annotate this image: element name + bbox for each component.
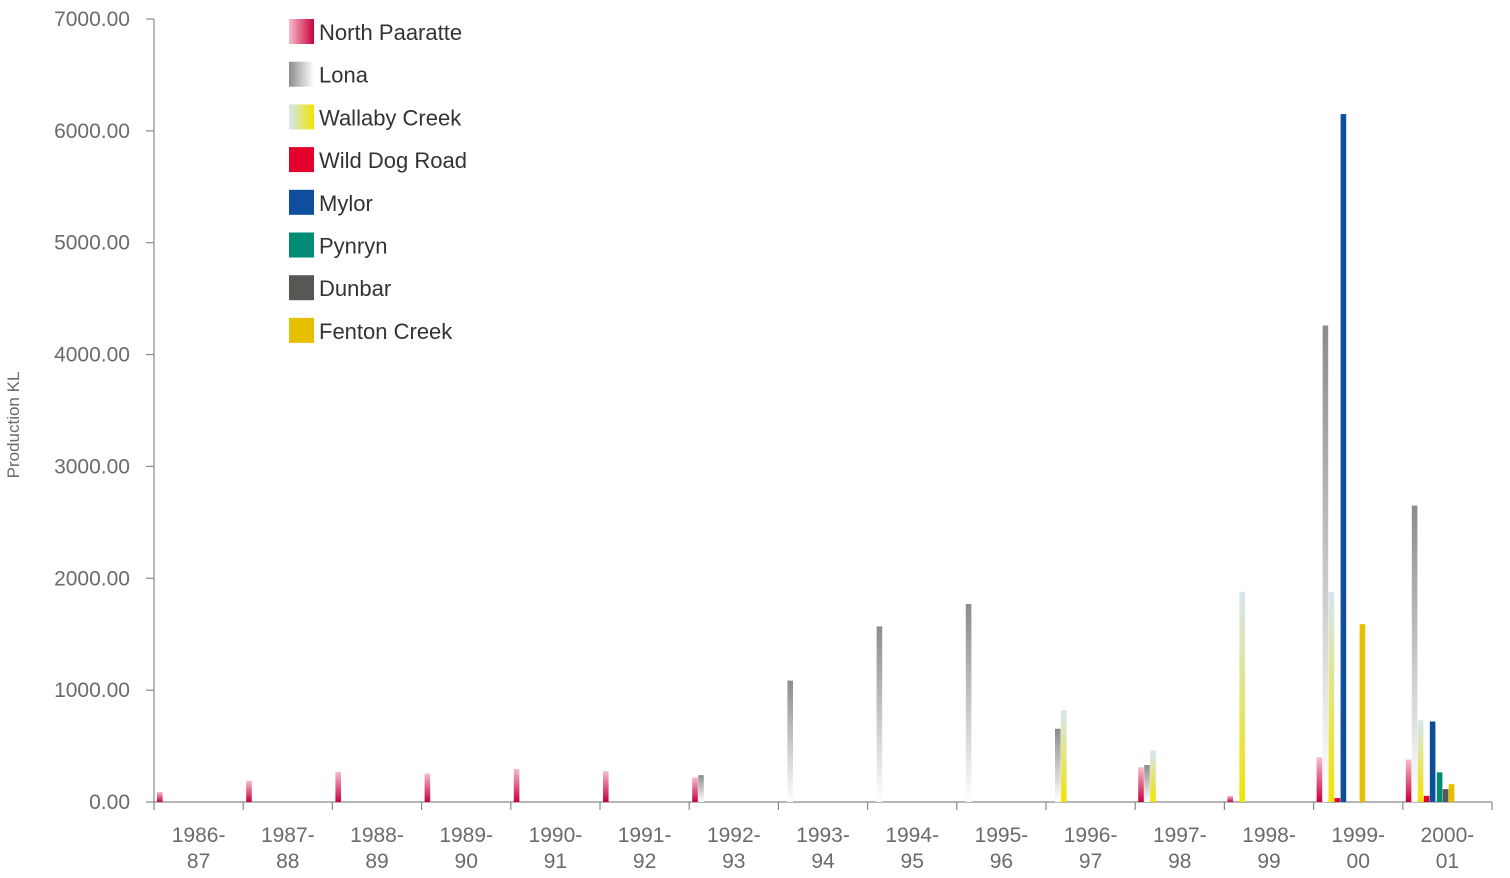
bar-fenton-creek xyxy=(1359,624,1366,802)
legend-swatch xyxy=(289,104,314,130)
y-axis: 0.00 1000.00 2000.00 3000.00 4000.00 5000.00 6… xyxy=(54,8,155,814)
bar-north-paaratte xyxy=(603,771,609,802)
legend-label: Dunbar xyxy=(319,276,391,301)
legend-swatch xyxy=(289,232,314,258)
bar-north-paaratte xyxy=(335,771,341,802)
y-tick-label: 2000.00 xyxy=(54,567,130,590)
x-tick-label: 1999-00 xyxy=(1331,824,1385,873)
y-tick-label: 0.00 xyxy=(89,791,130,814)
bar-dunbar xyxy=(1442,789,1449,802)
x-tick-label: 1988-89 xyxy=(350,824,404,873)
bar-wallaby-creek xyxy=(1061,710,1067,802)
x-tick-label: 2000-01 xyxy=(1421,824,1475,873)
y-tick-label: 3000.00 xyxy=(54,455,130,478)
bar-wallaby-creek xyxy=(1328,591,1335,802)
bars xyxy=(157,114,1455,802)
x-tick-label: 1998-99 xyxy=(1242,824,1296,873)
bar-north-paaratte xyxy=(157,791,163,802)
y-tick-label: 4000.00 xyxy=(54,344,130,367)
bar-north-paaratte xyxy=(692,777,698,802)
bar-north-paaratte xyxy=(1316,757,1323,802)
bar-lona xyxy=(1055,728,1061,802)
bar-north-paaratte xyxy=(1405,759,1412,802)
y-tick-label: 5000.00 xyxy=(54,232,130,255)
legend: North Paaratte Lona Wallaby Creek Wild Dog … xyxy=(289,19,467,344)
bar-wallaby-creek xyxy=(1150,750,1156,802)
legend-label: North Paaratte xyxy=(319,20,462,45)
bar-lona xyxy=(1144,765,1150,802)
bar-north-paaratte xyxy=(513,769,520,802)
x-tick-label: 1987-88 xyxy=(261,824,315,873)
bar-north-paaratte xyxy=(424,773,431,802)
legend-swatch xyxy=(289,61,314,87)
legend-label: Fenton Creek xyxy=(319,319,453,344)
x-tick-label: 1993-94 xyxy=(796,824,850,873)
y-tick-label: 7000.00 xyxy=(54,8,130,31)
legend-label: Wallaby Creek xyxy=(319,105,462,130)
x-axis: 1986-87 1987-88 1988-89 1989-90 1990-91 1991-… xyxy=(153,801,1493,873)
bar-pynryn xyxy=(1436,772,1443,802)
x-tick-label: 1996-97 xyxy=(1064,824,1118,873)
bar-wallaby-creek xyxy=(1417,720,1424,802)
x-tick-label: 1986-87 xyxy=(172,824,226,873)
bar-lona xyxy=(965,604,972,802)
legend-label: Lona xyxy=(319,63,369,88)
x-tick-label: 1994-95 xyxy=(885,824,939,873)
x-tick-label: 1997-98 xyxy=(1153,824,1207,873)
legend-label: Pynryn xyxy=(319,234,387,259)
bar-north-paaratte xyxy=(246,780,252,802)
y-tick-label: 6000.00 xyxy=(54,120,130,143)
bar-wild-dog-road xyxy=(1334,798,1341,802)
x-tick-label: 1992-93 xyxy=(707,824,761,873)
legend-label: Wild Dog Road xyxy=(319,148,467,173)
legend-swatch xyxy=(289,19,314,44)
bar-wallaby-creek xyxy=(1239,591,1245,802)
bar-fenton-creek xyxy=(1448,784,1455,802)
bar-north-paaratte xyxy=(1138,767,1144,802)
bar-lona xyxy=(698,775,704,802)
bar-lona xyxy=(1322,325,1329,802)
bar-lona xyxy=(787,680,793,802)
x-tick-label: 1991-92 xyxy=(618,824,672,873)
legend-swatch xyxy=(289,317,314,343)
legend-swatch xyxy=(289,189,314,215)
y-axis-label: Production KL xyxy=(4,372,23,479)
legend-label: Mylor xyxy=(319,191,373,216)
x-tick-label: 1995-96 xyxy=(975,824,1029,873)
bar-wild-dog-road xyxy=(1423,795,1430,802)
x-tick-label: 1990-91 xyxy=(529,824,583,873)
y-tick-label: 1000.00 xyxy=(54,679,130,702)
bar-mylor xyxy=(1429,721,1436,802)
legend-swatch xyxy=(289,275,314,301)
bar-lona xyxy=(1411,505,1418,802)
bar-north-paaratte xyxy=(1227,795,1233,802)
legend-swatch xyxy=(289,147,314,173)
bar-mylor xyxy=(1340,114,1347,802)
bar-lona xyxy=(876,626,883,802)
x-tick-label: 1989-90 xyxy=(439,824,493,873)
